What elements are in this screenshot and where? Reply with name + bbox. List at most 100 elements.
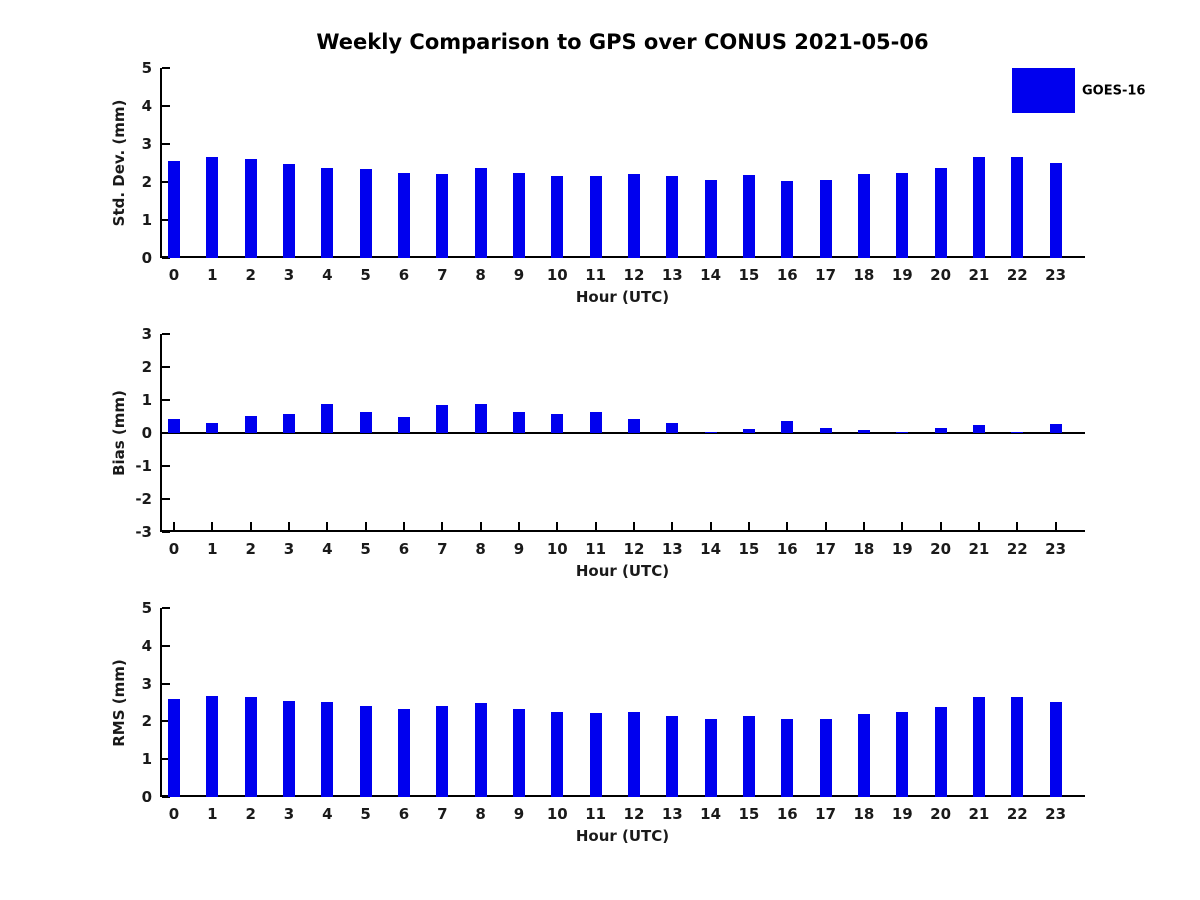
x-tick-label: 6 xyxy=(398,266,410,284)
y-tick-label: 3 xyxy=(141,325,152,343)
y-tick-label: 2 xyxy=(141,712,152,731)
x-tick-mark xyxy=(671,522,674,530)
y-tick-label: 2 xyxy=(141,358,152,376)
bar-hour-13 xyxy=(666,176,679,258)
bar-hour-10 xyxy=(551,175,564,258)
bar-hour-17 xyxy=(819,428,832,433)
y-tick-label: 1 xyxy=(141,391,152,409)
bar-hour-9 xyxy=(512,708,525,797)
bar-hour-5 xyxy=(359,412,372,433)
x-tick-mark xyxy=(441,522,444,530)
x-tick-label: 14 xyxy=(700,805,722,823)
bar-hour-6 xyxy=(397,172,410,258)
bar-hour-21 xyxy=(972,157,985,258)
bar-hour-22 xyxy=(1011,157,1024,258)
y-tick-mark xyxy=(162,796,170,798)
x-tick-mark xyxy=(517,522,520,530)
bar-hour-9 xyxy=(512,412,525,433)
bar-hour-17 xyxy=(819,179,832,258)
y-tick-label: 4 xyxy=(141,97,152,115)
bar-hour-18 xyxy=(857,714,870,797)
bar-hour-4 xyxy=(321,701,334,797)
x-tick-label: 9 xyxy=(513,805,525,823)
x-tick-label: 2 xyxy=(245,805,256,823)
bar-hour-15 xyxy=(742,175,755,258)
x-tick-label: 20 xyxy=(930,540,952,558)
y-axis-label-std-dev: Std. Dev. (mm) xyxy=(110,99,128,227)
bar-hour-8 xyxy=(474,702,487,797)
x-tick-label: 12 xyxy=(623,540,645,558)
x-axis-label: Hour (UTC) xyxy=(575,562,670,580)
y-axis-spine xyxy=(160,68,162,258)
x-tick-label: 15 xyxy=(738,266,760,284)
y-tick-mark xyxy=(162,366,170,368)
y-tick-mark xyxy=(162,644,170,647)
x-tick-label: 21 xyxy=(968,266,990,284)
y-tick-mark xyxy=(162,219,170,221)
bar-hour-1 xyxy=(206,695,219,797)
y-tick-mark xyxy=(162,758,170,761)
x-tick-label: 20 xyxy=(930,805,952,823)
y-tick-label: 5 xyxy=(141,59,152,77)
bar-hour-3 xyxy=(282,413,295,433)
bar-hour-0 xyxy=(168,698,180,797)
x-tick-label: 0 xyxy=(168,805,180,823)
x-tick-mark xyxy=(1054,522,1057,530)
bar-hour-7 xyxy=(436,173,449,258)
bar-hour-16 xyxy=(781,421,794,433)
bar-hour-11 xyxy=(589,176,602,258)
x-tick-label: 21 xyxy=(968,540,990,558)
bar-hour-15 xyxy=(742,429,755,433)
x-tick-label: 7 xyxy=(437,540,448,558)
y-tick-mark xyxy=(162,67,170,69)
bar-hour-4 xyxy=(321,167,334,258)
x-tick-mark xyxy=(364,522,367,530)
x-tick-label: 3 xyxy=(283,805,295,823)
x-tick-label: 8 xyxy=(475,266,486,284)
bar-hour-8 xyxy=(474,403,487,433)
bar-hour-2 xyxy=(244,159,257,258)
x-tick-label: 22 xyxy=(1006,266,1028,284)
x-tick-label: 12 xyxy=(623,266,645,284)
y-axis-spine xyxy=(160,608,162,797)
x-tick-label: 16 xyxy=(776,805,798,823)
y-tick-label: 3 xyxy=(141,135,152,153)
x-tick-label: 16 xyxy=(776,540,798,558)
x-tick-label: 7 xyxy=(437,266,448,284)
y-tick-mark xyxy=(162,498,170,500)
y-tick-label: 1 xyxy=(141,750,152,769)
x-tick-label: 14 xyxy=(700,540,722,558)
x-tick-label: 14 xyxy=(700,266,722,284)
legend-label: GOES-16 xyxy=(1082,83,1146,98)
x-tick-mark xyxy=(1016,522,1019,530)
y-tick-label: 5 xyxy=(141,599,152,617)
x-tick-label: 15 xyxy=(738,805,760,823)
x-tick-label: 4 xyxy=(322,266,333,284)
x-tick-mark xyxy=(326,522,329,530)
x-tick-mark xyxy=(402,522,405,530)
x-tick-label: 15 xyxy=(738,540,760,558)
x-tick-label: 11 xyxy=(585,805,607,823)
x-tick-label: 16 xyxy=(776,266,798,284)
x-tick-mark xyxy=(249,522,252,530)
x-tick-mark xyxy=(632,522,635,530)
bar-hour-3 xyxy=(282,163,295,258)
x-tick-label: 19 xyxy=(891,266,913,284)
y-tick-mark xyxy=(162,399,170,401)
x-axis-spine xyxy=(160,795,1085,797)
y-tick-label: 4 xyxy=(141,636,152,655)
bar-hour-21 xyxy=(972,696,985,797)
x-tick-label: 5 xyxy=(360,266,371,284)
y-tick-mark xyxy=(162,181,170,183)
x-tick-label: 22 xyxy=(1006,805,1028,823)
x-tick-label: 17 xyxy=(815,805,837,823)
x-tick-label: 1 xyxy=(207,266,218,284)
x-tick-label: 13 xyxy=(661,540,683,558)
bar-hour-13 xyxy=(666,715,679,797)
y-tick-mark xyxy=(162,465,170,467)
bar-hour-7 xyxy=(436,404,449,433)
x-tick-mark xyxy=(173,522,175,530)
bar-hour-18 xyxy=(857,430,870,433)
y-tick-mark xyxy=(162,105,170,107)
bar-hour-12 xyxy=(627,419,640,433)
